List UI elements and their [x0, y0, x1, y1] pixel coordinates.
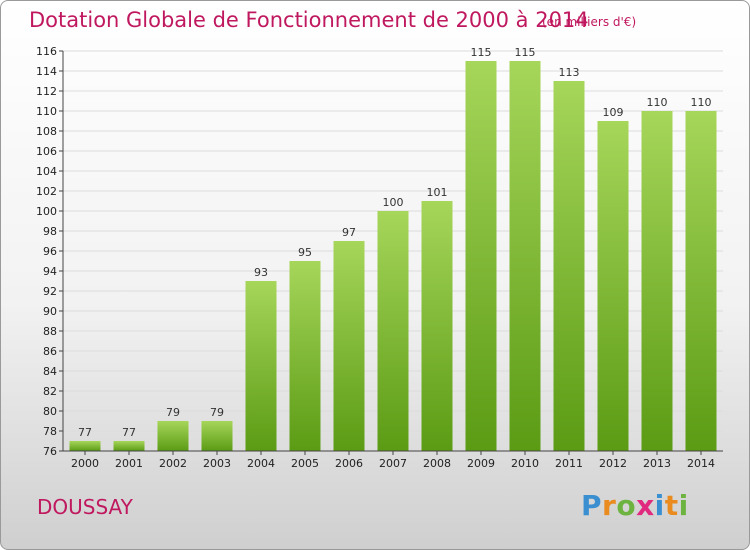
bar-value-label: 113 — [559, 66, 580, 79]
y-tick-label: 92 — [43, 285, 57, 298]
x-tick-label: 2008 — [423, 457, 451, 470]
y-tick-label: 90 — [43, 305, 57, 318]
x-tick-label: 2010 — [511, 457, 539, 470]
x-tick-label: 2002 — [159, 457, 187, 470]
bar — [157, 421, 189, 451]
x-tick-label: 2005 — [291, 457, 319, 470]
y-tick-label: 80 — [43, 405, 57, 418]
y-tick-label: 104 — [36, 165, 57, 178]
x-tick-label: 2014 — [687, 457, 715, 470]
bar — [245, 281, 277, 451]
bar-value-label: 110 — [647, 96, 668, 109]
bar-value-label: 101 — [427, 186, 448, 199]
y-tick-label: 100 — [36, 205, 57, 218]
bar — [509, 61, 541, 451]
y-tick-label: 106 — [36, 145, 57, 158]
chart-title: Dotation Globale de Fonctionnement de 20… — [29, 8, 589, 32]
bars: 77 77 79 79 93 95 97 100 101 115 115 113 109 110 110 — [69, 46, 717, 451]
bar — [377, 211, 409, 451]
bar — [421, 201, 453, 451]
y-tick-label: 108 — [36, 125, 57, 138]
x-tick-label: 2011 — [555, 457, 583, 470]
x-tick-label: 2013 — [643, 457, 671, 470]
y-tick-label: 114 — [36, 65, 57, 78]
bar-value-label: 97 — [342, 226, 356, 239]
bar — [597, 121, 629, 451]
town-name: DOUSSAY — [37, 495, 133, 519]
y-tick-label: 82 — [43, 385, 57, 398]
bar-value-label: 109 — [603, 106, 624, 119]
x-tick-label: 2012 — [599, 457, 627, 470]
bar — [685, 111, 717, 451]
y-tick-label: 110 — [36, 105, 57, 118]
y-tick-label: 88 — [43, 325, 57, 338]
bar-value-label: 115 — [515, 46, 536, 59]
bar-value-label: 77 — [78, 426, 92, 439]
y-tick-label: 112 — [36, 85, 57, 98]
bar — [641, 111, 673, 451]
bar — [289, 261, 321, 451]
y-tick-label: 84 — [43, 365, 57, 378]
x-tick-label: 2000 — [71, 457, 99, 470]
bar-value-label: 79 — [166, 406, 180, 419]
bar-value-label: 110 — [691, 96, 712, 109]
proxiti-logo[interactable]: Proxiti — [581, 489, 689, 522]
bar-value-label: 95 — [298, 246, 312, 259]
chart-subtitle: (en milliers d'€) — [542, 15, 637, 29]
x-tick-label: 2003 — [203, 457, 231, 470]
x-tick-label: 2001 — [115, 457, 143, 470]
x-tick-label: 2006 — [335, 457, 363, 470]
bar — [201, 421, 233, 451]
bar-value-label: 93 — [254, 266, 268, 279]
bar-value-label: 79 — [210, 406, 224, 419]
y-tick-label: 96 — [43, 245, 57, 258]
y-tick-label: 78 — [43, 425, 57, 438]
y-tick-label: 94 — [43, 265, 57, 278]
y-tick-label: 116 — [36, 45, 57, 58]
y-tick-label: 76 — [43, 445, 57, 458]
y-tick-label: 86 — [43, 345, 57, 358]
bar — [465, 61, 497, 451]
y-tick-label: 102 — [36, 185, 57, 198]
bar-value-label: 100 — [383, 196, 404, 209]
x-tick-label: 2004 — [247, 457, 275, 470]
y-tick-label: 98 — [43, 225, 57, 238]
x-tick-label: 2009 — [467, 457, 495, 470]
bar — [333, 241, 365, 451]
bar-value-label: 77 — [122, 426, 136, 439]
axes: 76 78 80 82 84 86 88 90 92 94 96 98 100 102 104 106 108 1… — [36, 45, 723, 470]
bar — [69, 441, 101, 451]
x-tick-label: 2007 — [379, 457, 407, 470]
bar — [553, 81, 585, 451]
bar — [113, 441, 145, 451]
bar-value-label: 115 — [471, 46, 492, 59]
